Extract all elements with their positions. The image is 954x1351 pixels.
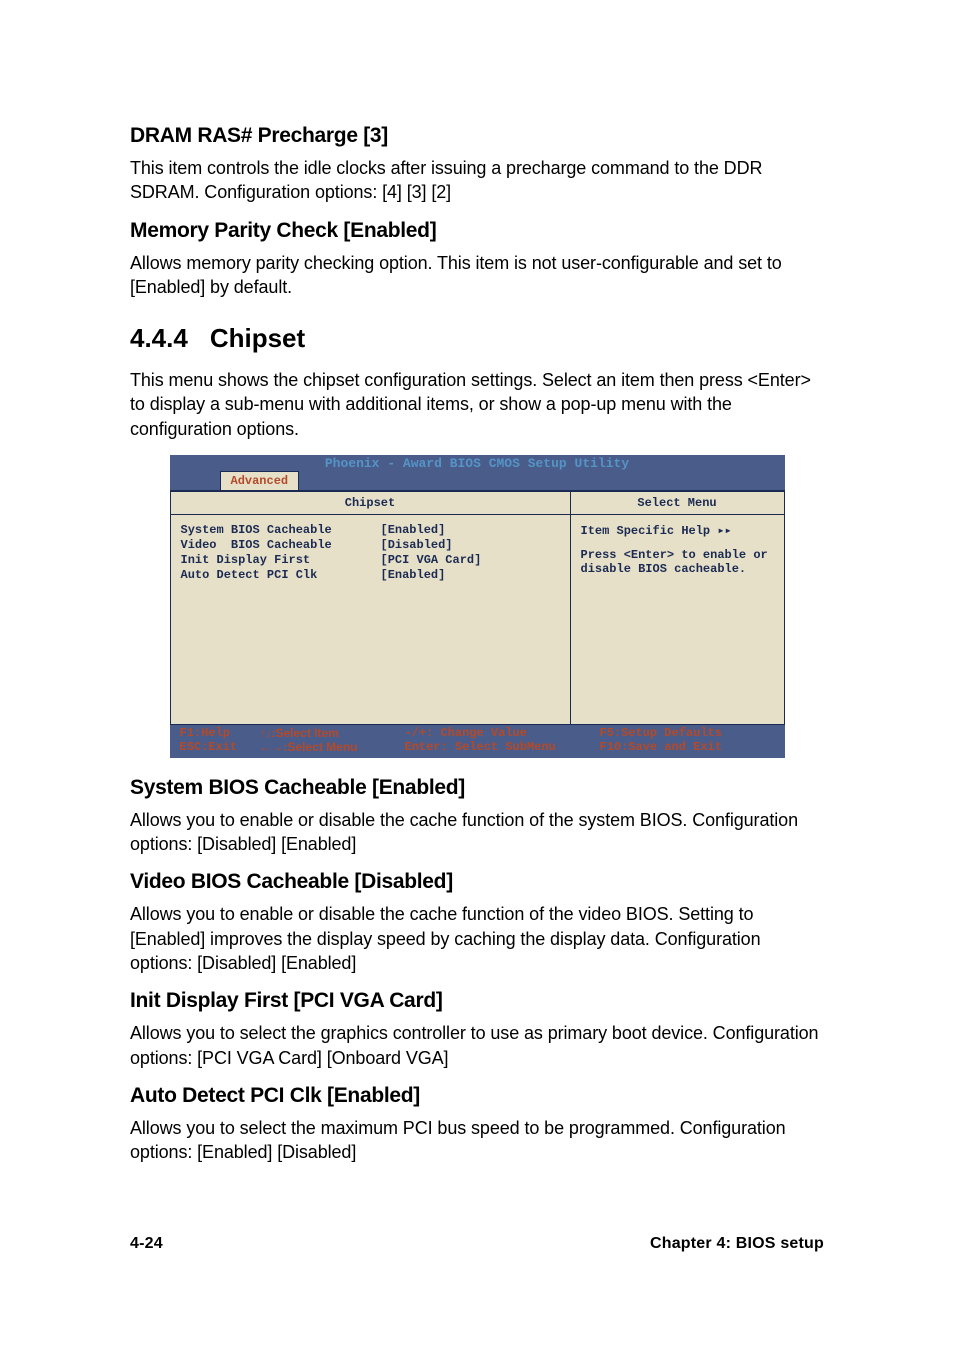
bios-item-row[interactable]: System BIOS Cacheable [Enabled]: [181, 523, 560, 538]
bios-item-value: [PCI VGA Card]: [381, 553, 560, 568]
bios-key-select-item: ↑↓:Select Item: [260, 726, 405, 740]
bios-body: System BIOS Cacheable [Enabled] Video BI…: [170, 515, 785, 725]
bios-key-submenu: Enter: Select SubMenu: [405, 740, 600, 754]
bios-key-exit: ESC:Exit: [180, 740, 260, 754]
heading-dram: DRAM RAS# Precharge [3]: [130, 124, 824, 148]
bios-item-row[interactable]: Init Display First [PCI VGA Card]: [181, 553, 560, 568]
bios-item-row[interactable]: Video BIOS Cacheable [Disabled]: [181, 538, 560, 553]
text-parity: Allows memory parity checking option. Th…: [130, 251, 824, 300]
bios-item-value: [Disabled]: [381, 538, 560, 553]
bios-item-label: Video BIOS Cacheable: [181, 538, 381, 553]
bios-item-label: Auto Detect PCI Clk: [181, 568, 381, 583]
page-number: 4-24: [130, 1235, 163, 1253]
bios-header-right: Select Menu: [570, 491, 785, 515]
bios-item-list: System BIOS Cacheable [Enabled] Video BI…: [170, 515, 570, 725]
chapter-title: Chapter 4: BIOS setup: [650, 1235, 824, 1253]
text-vidbios: Allows you to enable or disable the cach…: [130, 902, 824, 975]
bios-screenshot: Phoenix - Award BIOS CMOS Setup Utility …: [170, 455, 785, 758]
bios-item-label: Init Display First: [181, 553, 381, 568]
bios-column-headers: Chipset Select Menu: [170, 491, 785, 515]
bios-key-select-menu: ←→:Select Menu: [260, 740, 405, 754]
heading-autopci: Auto Detect PCI Clk [Enabled]: [130, 1084, 824, 1108]
text-initdisp: Allows you to select the graphics contro…: [130, 1021, 824, 1070]
bios-key-help: F1:Help: [180, 726, 260, 740]
bios-item-row[interactable]: Auto Detect PCI Clk [Enabled]: [181, 568, 560, 583]
heading-vidbios: Video BIOS Cacheable [Disabled]: [130, 870, 824, 894]
bios-key-save: F10:Save and Exit: [600, 740, 775, 754]
bios-footer: F1:Help ↑↓:Select Item -/+: Change Value…: [170, 725, 785, 758]
heading-chipset: 4.4.4 Chipset: [130, 323, 824, 354]
page-footer: 4-24 Chapter 4: BIOS setup: [130, 1235, 824, 1253]
text-dram: This item controls the idle clocks after…: [130, 156, 824, 205]
text-autopci: Allows you to select the maximum PCI bus…: [130, 1116, 824, 1165]
text-sysbios: Allows you to enable or disable the cach…: [130, 808, 824, 857]
heading-chipset-title: Chipset: [210, 323, 305, 353]
heading-sysbios: System BIOS Cacheable [Enabled]: [130, 776, 824, 800]
bios-key-change-value: -/+: Change Value: [405, 726, 600, 740]
heading-parity: Memory Parity Check [Enabled]: [130, 219, 824, 243]
bios-item-value: [Enabled]: [381, 568, 560, 583]
bios-help-title: Item Specific Help ▸▸: [581, 523, 774, 538]
heading-chipset-num: 4.4.4: [130, 323, 188, 354]
bios-help-text: Press <Enter> to enable or disable BIOS …: [581, 548, 774, 576]
bios-title: Phoenix - Award BIOS CMOS Setup Utility: [170, 455, 785, 471]
bios-help-panel: Item Specific Help ▸▸ Press <Enter> to e…: [570, 515, 785, 725]
bios-key-defaults: F5:Setup Defaults: [600, 726, 775, 740]
bios-header-left: Chipset: [170, 491, 570, 515]
text-chipset: This menu shows the chipset configuratio…: [130, 368, 824, 441]
heading-initdisp: Init Display First [PCI VGA Card]: [130, 989, 824, 1013]
bios-item-label: System BIOS Cacheable: [181, 523, 381, 538]
bios-tab-advanced[interactable]: Advanced: [220, 471, 300, 490]
bios-item-value: [Enabled]: [381, 523, 560, 538]
bios-tabbar: Advanced: [170, 471, 785, 491]
